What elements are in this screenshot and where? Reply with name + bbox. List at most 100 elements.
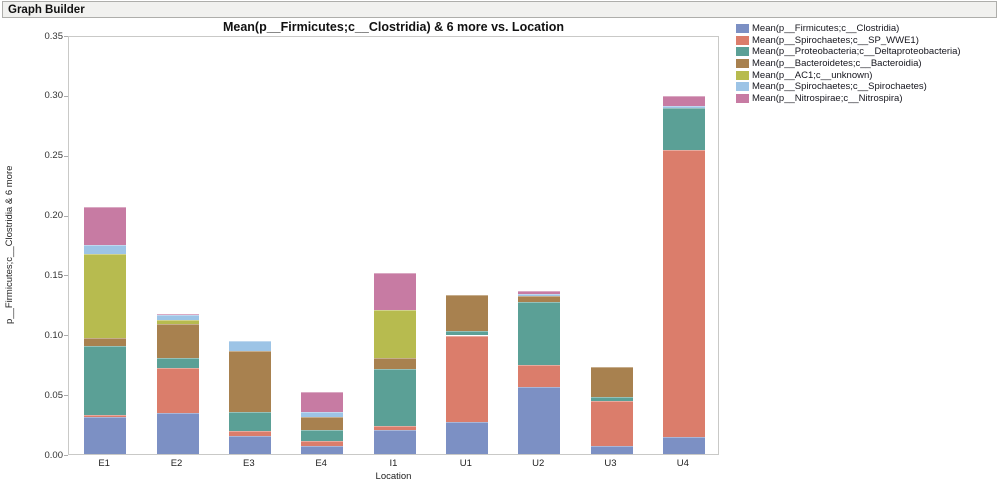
bar-segment-series0[interactable] [156, 413, 199, 454]
bar-U1[interactable] [445, 35, 488, 454]
bar-segment-series3[interactable] [156, 323, 199, 359]
bar-segment-series0[interactable] [662, 437, 705, 454]
bar-segment-series1[interactable] [662, 149, 705, 438]
bar-E3[interactable] [228, 35, 271, 454]
bar-segment-series1[interactable] [373, 426, 416, 431]
x-tick-label-U1: U1 [459, 458, 472, 469]
outline-titlebar[interactable]: Graph Builder [2, 1, 997, 18]
bar-segment-series6[interactable] [84, 207, 127, 245]
legend: Mean(p__Firmicutes;c__Clostridia) Mean(p_… [736, 23, 961, 104]
bar-segment-series1[interactable] [228, 431, 271, 437]
bar-segment-series2[interactable] [445, 330, 488, 336]
bar-I1[interactable] [373, 35, 416, 454]
bar-segment-series2[interactable] [228, 412, 271, 432]
bar-segment-series0[interactable] [228, 436, 271, 454]
bar-segment-series2[interactable] [301, 430, 344, 441]
bar-E1[interactable] [84, 35, 127, 454]
legend-label: Mean(p__Spirochaetes;c__Spirochaetes) [752, 81, 927, 93]
bar-segment-series3[interactable] [228, 351, 271, 413]
bar-segment-series2[interactable] [373, 369, 416, 427]
bar-E4[interactable] [301, 35, 344, 454]
legend-item-series2[interactable]: Mean(p__Proteobacteria;c__Deltaproteobac… [736, 46, 961, 58]
legend-item-series5[interactable]: Mean(p__Spirochaetes;c__Spirochaetes) [736, 81, 961, 93]
bar-segment-series5[interactable] [84, 244, 127, 255]
bar-segment-series0[interactable] [301, 445, 344, 454]
legend-item-series4[interactable]: Mean(p__AC1;c__unknown) [736, 69, 961, 81]
legend-item-series0[interactable]: Mean(p__Firmicutes;c__Clostridia) [736, 23, 961, 35]
bar-segment-series4[interactable] [373, 310, 416, 359]
bar-segment-series6[interactable] [301, 391, 344, 413]
bar-segment-series3[interactable] [373, 358, 416, 370]
bar-U4[interactable] [662, 35, 705, 454]
x-axis-title[interactable]: Location [375, 471, 412, 482]
legend-swatch-icon [736, 70, 749, 80]
y-axis-title[interactable]: p__Firmicutes;c__Clostridia & 6 more [4, 165, 15, 325]
bar-segment-series5[interactable] [518, 293, 561, 296]
plot-area [68, 36, 719, 455]
legend-item-series1[interactable]: Mean(p__Spirochaetes;c__SP_WWE1) [736, 35, 961, 47]
bar-segment-series3[interactable] [84, 337, 127, 347]
bar-segment-series4[interactable] [84, 254, 127, 338]
legend-swatch-icon [736, 59, 749, 69]
y-tick-mark [64, 275, 68, 277]
bar-segment-series1[interactable] [156, 367, 199, 414]
legend-item-series3[interactable]: Mean(p__Bacteroidetes;c__Bacteroidia) [736, 58, 961, 70]
y-tick-mark [64, 36, 68, 37]
legend-label: Mean(p__AC1;c__unknown) [752, 69, 873, 81]
bar-segment-series0[interactable] [445, 421, 488, 454]
y-tick-mark [64, 215, 68, 217]
bar-segment-series1[interactable] [445, 335, 488, 422]
bar-segment-series6[interactable] [662, 96, 705, 106]
bar-segment-series3[interactable] [301, 416, 344, 431]
bar-segment-series6[interactable] [518, 291, 561, 294]
bar-segment-series2[interactable] [156, 358, 199, 368]
bar-segment-series6[interactable] [156, 313, 199, 316]
bar-segment-series3[interactable] [445, 294, 488, 331]
bar-segment-series0[interactable] [84, 416, 127, 454]
y-tick-label: 0.00 [44, 449, 64, 461]
bar-segment-series1[interactable] [518, 365, 561, 387]
bar-U3[interactable] [590, 35, 633, 454]
bar-segment-series4[interactable] [156, 319, 199, 324]
window-title: Graph Builder [8, 3, 85, 16]
legend-label: Mean(p__Nitrospirae;c__Nitrospira) [752, 92, 903, 104]
bar-segment-series0[interactable] [373, 430, 416, 454]
legend-swatch-icon [736, 93, 749, 103]
legend-swatch-icon [736, 24, 749, 34]
x-tick-label-U3: U3 [604, 458, 617, 469]
bar-segment-series2[interactable] [590, 396, 633, 402]
legend-label: Mean(p__Proteobacteria;c__Deltaproteobac… [752, 46, 961, 58]
bar-segment-series3[interactable] [590, 366, 633, 397]
y-tick-mark [64, 335, 68, 337]
bar-segment-series0[interactable] [518, 386, 561, 454]
bar-E2[interactable] [156, 35, 199, 454]
bar-segment-series6[interactable] [373, 273, 416, 311]
chart-title[interactable]: Mean(p__Firmicutes;c__Clostridia) & 6 mo… [222, 20, 565, 34]
bar-segment-series1[interactable] [84, 414, 127, 417]
legend-item-series6[interactable]: Mean(p__Nitrospirae;c__Nitrospira) [736, 93, 961, 105]
legend-label: Mean(p__Spirochaetes;c__SP_WWE1) [752, 34, 919, 46]
y-tick-label: 0.25 [44, 150, 64, 162]
bar-U2[interactable] [518, 35, 561, 454]
bar-segment-series5[interactable] [662, 105, 705, 109]
y-tick-mark [64, 395, 68, 397]
y-tick-label: 0.35 [44, 30, 64, 42]
x-tick-label-U2: U2 [532, 458, 545, 469]
bar-segment-series5[interactable] [301, 412, 344, 417]
legend-swatch-icon [736, 35, 749, 45]
bar-segment-series5[interactable] [156, 315, 199, 320]
bar-segment-series5[interactable] [228, 341, 271, 352]
bar-segment-series3[interactable] [518, 295, 561, 302]
x-tick-label-E4: E4 [315, 458, 327, 469]
bar-segment-series2[interactable] [84, 346, 127, 415]
bar-segment-series2[interactable] [662, 108, 705, 150]
y-tick-label: 0.15 [44, 269, 64, 281]
bar-segment-series0[interactable] [590, 445, 633, 454]
x-tick-label-E3: E3 [243, 458, 255, 469]
y-tick-mark [64, 155, 68, 157]
bar-segment-series1[interactable] [301, 440, 344, 446]
x-tick-label-E2: E2 [170, 458, 183, 469]
bar-segment-series2[interactable] [518, 301, 561, 366]
bar-segment-series1[interactable] [590, 401, 633, 446]
